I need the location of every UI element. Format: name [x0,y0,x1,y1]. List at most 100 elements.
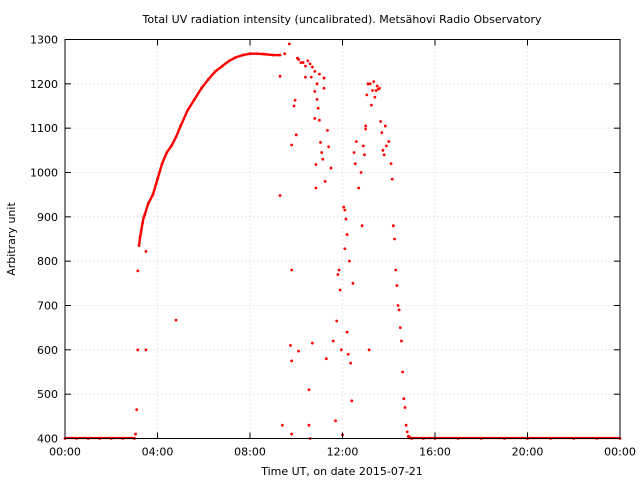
data-point [304,75,307,79]
data-point [307,388,311,392]
data-point [174,318,178,322]
data-point [404,423,408,427]
data-point [345,330,349,334]
data-point [290,359,294,363]
data-point [293,98,297,102]
data-point [346,352,350,356]
data-point [313,89,317,93]
data-point [397,308,401,312]
data-point [307,423,311,427]
data-point [283,52,287,56]
data-point [403,406,407,409]
data-point [334,419,337,423]
data-point [135,408,139,412]
data-point [363,153,366,157]
data-point [348,259,351,263]
data-point [294,133,298,137]
data-point [361,144,365,148]
data-point [379,120,383,123]
y-tick-label: 700 [37,300,58,313]
gridlines [65,39,620,439]
data-point [335,319,339,323]
data-point [299,61,303,64]
data-point [378,86,381,90]
data-point [329,166,333,170]
data-point [342,205,346,209]
data-point [311,65,314,69]
data-point [339,348,343,352]
x-tick-label: 12:00 [327,446,359,459]
y-tick-label: 900 [37,211,58,224]
data-point [372,80,376,84]
data-point [317,72,321,76]
data-point [368,82,372,86]
plot-frame [64,39,621,439]
x-tick-label: 16:00 [419,446,451,459]
data-point [343,247,347,251]
data-point [393,237,396,241]
chart-title: Total UV radiation intensity (uncalibrat… [142,13,542,26]
data-point [314,163,318,166]
data-point [381,148,385,152]
data-point [311,341,314,345]
data-point [278,194,282,197]
y-tick-label: 1200 [30,78,58,91]
data-point [351,281,355,285]
data-point [134,432,137,436]
x-tick-label: 20:00 [512,446,544,459]
data-point [136,269,140,273]
x-tick-label: 00:00 [49,446,81,459]
data-point [304,64,307,68]
data-point [313,117,317,120]
data-point [390,177,394,181]
x-axis-label: Time UT, on date 2015-07-21 [260,465,423,478]
y-axis-ticks: 400 500 600 700 800 900 1000 1100 1200 1300 [30,34,620,446]
data-point [322,76,326,80]
y-tick-label: 400 [37,433,58,446]
data-point [317,118,321,122]
data-point [316,106,320,110]
data-point [383,124,387,128]
data-point [360,224,364,228]
data-point [323,179,327,183]
data-point [287,42,291,46]
data-point [385,144,388,148]
data-point [350,399,354,403]
y-axis-label: Arbitrary unit [5,202,18,276]
data-point [324,357,328,361]
y-tick-label: 600 [37,344,58,357]
data-point [292,104,296,108]
data-point [365,93,369,97]
data-point [364,127,368,131]
data-point [331,339,335,343]
data-point [364,124,368,128]
data-point [322,86,326,90]
data-point [394,268,398,272]
data-point [373,95,377,99]
data-point [398,326,402,330]
data-point [354,140,358,143]
y-tick-label: 1100 [30,122,58,135]
data-point [371,89,374,92]
data-point [344,217,348,221]
data-point [375,84,379,88]
data-point [144,250,148,253]
data-point [374,89,378,92]
x-axis-ticks: 00:00 04:00 08:00 12:00 16:00 20:00 00:00 [49,39,636,459]
data-point [289,344,292,347]
data-point [396,304,400,307]
data-point [401,370,405,374]
data-point [306,59,310,63]
data-point [367,348,371,352]
data-point [402,397,406,400]
y-tick-label: 1000 [30,167,58,180]
x-tick-label: 08:00 [234,446,266,459]
data-point [290,143,294,147]
data-point [353,162,357,166]
data-point [144,348,148,352]
data-point [320,151,324,154]
data-point [297,349,300,353]
data-point [337,268,341,272]
data-point [382,153,386,157]
